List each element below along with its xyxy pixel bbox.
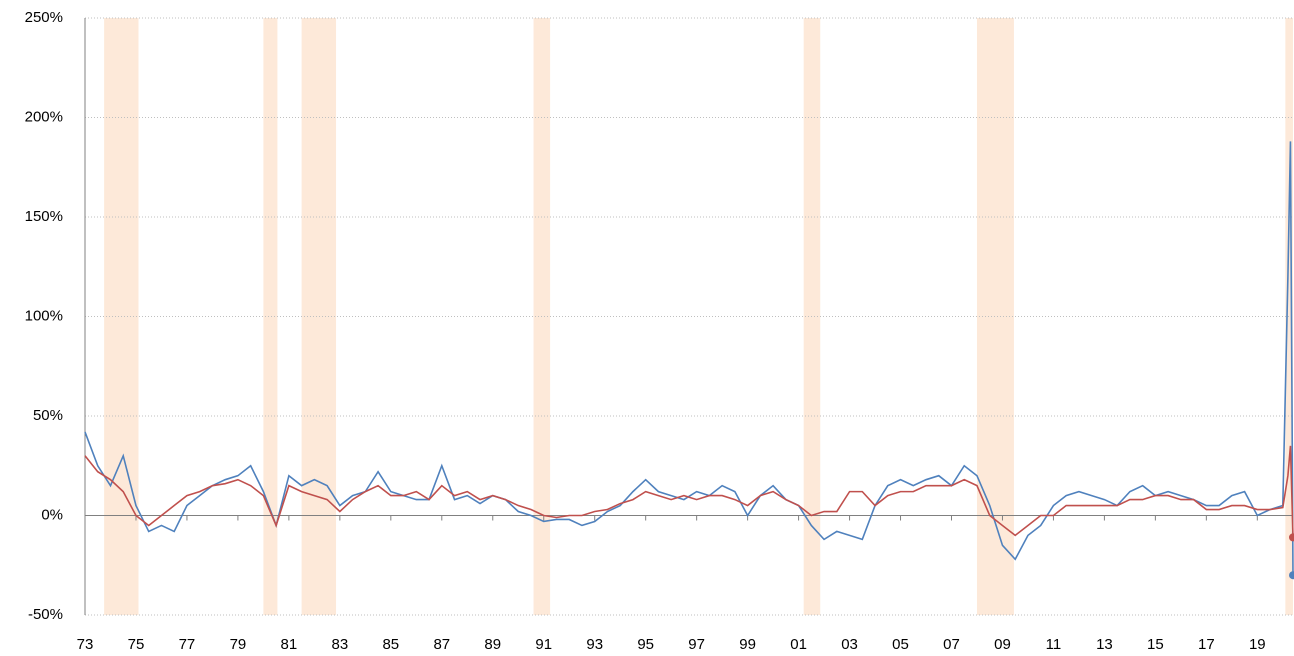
x-tick-label: 97 <box>688 636 705 653</box>
recession-band <box>1285 18 1293 615</box>
x-tick-label: 85 <box>382 636 399 653</box>
x-tick-label: 17 <box>1198 636 1215 653</box>
x-tick-label: 07 <box>943 636 960 653</box>
y-tick-label: -50% <box>28 606 63 623</box>
recession-band <box>263 18 278 615</box>
x-tick-label: 95 <box>637 636 654 653</box>
x-tick-label: 77 <box>179 636 196 653</box>
series-line <box>84 141 1294 576</box>
x-tick-label: 09 <box>994 636 1011 653</box>
y-tick-label: 150% <box>25 208 63 225</box>
x-tick-label: 01 <box>790 636 807 653</box>
y-tick-label: 0% <box>41 506 63 523</box>
end-point <box>1289 533 1294 542</box>
x-tick-label: 83 <box>332 636 349 653</box>
x-tick-label: 79 <box>230 636 247 653</box>
x-tick-label: 03 <box>841 636 858 653</box>
recession-band <box>301 18 337 615</box>
x-tick-label: 11 <box>1046 636 1062 653</box>
y-tick-label: 100% <box>25 307 63 324</box>
x-tick-label: 75 <box>128 636 145 653</box>
x-tick-label: 81 <box>281 636 298 653</box>
x-tick-label: 93 <box>586 636 603 653</box>
y-tick-label: 250% <box>25 9 63 26</box>
y-tick-label: 50% <box>33 407 63 424</box>
x-tick-label: 15 <box>1147 636 1164 653</box>
x-tick-label: 99 <box>739 636 756 653</box>
x-tick-label: 89 <box>484 636 501 653</box>
x-tick-label: 91 <box>535 636 552 653</box>
x-tick-label: 73 <box>77 636 94 653</box>
y-tick-label: 200% <box>25 108 63 125</box>
x-tick-label: 19 <box>1249 636 1266 653</box>
x-tick-label: 13 <box>1096 636 1113 653</box>
x-tick-label: 87 <box>433 636 450 653</box>
x-tick-label: 05 <box>892 636 909 653</box>
end-point <box>1289 571 1294 580</box>
series-line <box>84 445 1294 538</box>
